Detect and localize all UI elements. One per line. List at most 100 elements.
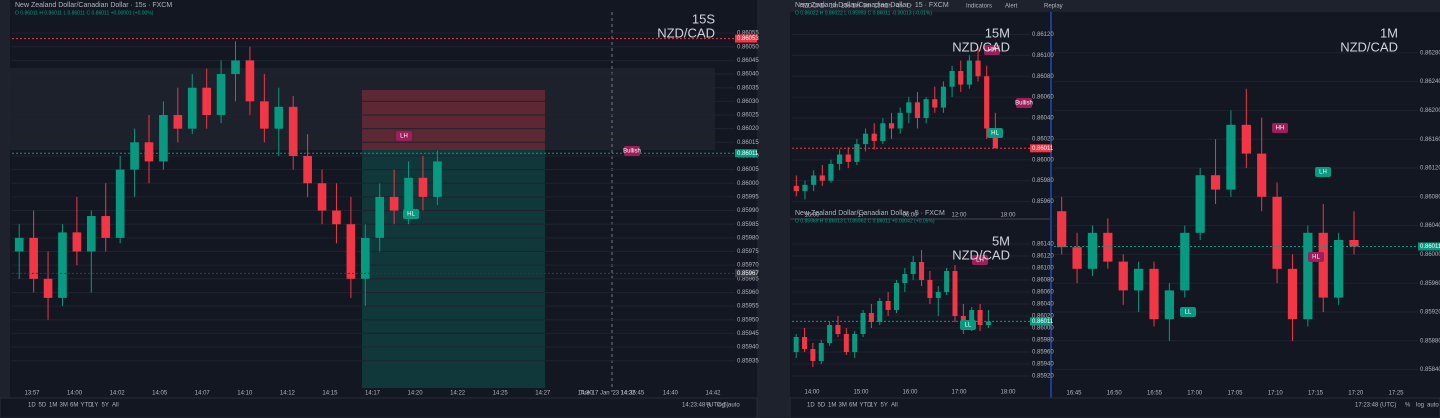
pair-label: NZD/CAD: [1340, 39, 1398, 54]
range-button[interactable]: All: [112, 403, 119, 409]
range-button[interactable]: 3M: [60, 403, 68, 409]
range-button[interactable]: All: [891, 403, 898, 409]
range-button[interactable]: 1Y: [91, 403, 98, 409]
scale-option[interactable]: %: [1405, 403, 1411, 409]
candle-body: [860, 313, 866, 334]
x-tick-label: 18:00: [1000, 390, 1016, 396]
y-tick-label: 0.86000: [737, 181, 759, 187]
y-tick-label: 0.86060: [1032, 290, 1054, 296]
y-tick-label: 0.85945: [737, 331, 759, 337]
timeframe-label: 5M: [992, 233, 1010, 248]
interval-button[interactable]: 1h: [885, 4, 892, 10]
candle-body: [923, 99, 929, 118]
interval-button[interactable]: 5m: [863, 4, 871, 10]
y-tick-label: 0.86055: [737, 31, 759, 37]
scale-option[interactable]: log: [1416, 403, 1424, 409]
y-tick-label: 0.86080: [1420, 194, 1440, 200]
y-tick-label: 0.86100: [1032, 53, 1054, 59]
interval-button[interactable]: D: [907, 4, 912, 10]
range-button[interactable]: 6M: [70, 403, 78, 409]
candle-body: [975, 60, 981, 77]
candle-body: [927, 280, 933, 298]
price-badge: [735, 149, 757, 158]
top-toolbar: [790, 0, 1440, 12]
scale-option[interactable]: log: [717, 403, 725, 409]
annotation-box: [1308, 252, 1324, 262]
y-tick-label: 0.86020: [1032, 136, 1054, 142]
interval-button[interactable]: 1m: [852, 4, 860, 10]
range-button[interactable]: 5D: [818, 403, 826, 409]
annotation-box: [1180, 307, 1196, 317]
candle-body: [159, 115, 168, 162]
candle-body: [854, 144, 860, 162]
candle-body: [910, 262, 916, 274]
range-button[interactable]: 5Y: [102, 403, 109, 409]
candle-body: [897, 112, 903, 129]
tool-button[interactable]: Replay: [1044, 4, 1063, 10]
chart-title: New Zealand Dollar/Canadian Dollar · 15 …: [795, 2, 949, 9]
candle-body: [952, 271, 958, 316]
y-tick-label: 0.86240: [1420, 79, 1440, 85]
price-badge-label: 0.86011: [1032, 146, 1054, 152]
range-button[interactable]: YTD: [81, 403, 94, 409]
interval-button[interactable]: 4h: [896, 4, 903, 10]
candle-body: [144, 142, 154, 162]
candle-body: [935, 292, 941, 298]
range-button[interactable]: 1Y: [870, 403, 877, 409]
candle-body: [906, 102, 912, 113]
candle-body: [1149, 268, 1159, 320]
range-button[interactable]: 5D: [39, 403, 47, 409]
x-tick-label: 14:17: [365, 391, 381, 397]
candle-body: [1272, 196, 1282, 269]
candle-body: [893, 283, 899, 310]
range-button[interactable]: 1M: [828, 403, 836, 409]
price-badge: [1030, 317, 1052, 326]
interval-button[interactable]: 15m: [874, 4, 886, 10]
range-button[interactable]: 1M: [49, 403, 57, 409]
tool-button[interactable]: Indicators: [966, 4, 992, 10]
range-button[interactable]: 1D: [807, 403, 815, 409]
candle-body: [1118, 261, 1128, 291]
candle-body: [1180, 232, 1190, 291]
candle-body: [115, 169, 125, 238]
scale-option[interactable]: %: [706, 403, 712, 409]
tool-button[interactable]: Alert: [1005, 4, 1018, 10]
x-tick-label: 17:25: [1388, 391, 1404, 397]
scale-option[interactable]: auto: [728, 403, 740, 409]
annotation-box: [396, 131, 412, 141]
y-tick-label: 0.86030: [737, 99, 759, 105]
y-tick-label: 0.86280: [1420, 50, 1440, 56]
y-tick-label: 0.85840: [1420, 367, 1440, 373]
y-tick-label: 0.86025: [737, 113, 759, 119]
range-button[interactable]: 5Y: [881, 403, 888, 409]
annotation: Bullish: [1015, 101, 1033, 107]
x-tick-label: 14:12: [280, 391, 296, 397]
cursor-time: Tue 17 Jan '23 14:35:45: [580, 391, 645, 397]
x-tick-label: 14:02: [110, 391, 126, 397]
range-button[interactable]: YTD: [860, 403, 873, 409]
ohlc: O 0.86022 H 0.86022 L 0.85993 C 0.86011 …: [795, 10, 932, 16]
candle-body: [1210, 175, 1221, 190]
range-button[interactable]: 6M: [849, 403, 857, 409]
timeframe-label: 15M: [985, 25, 1010, 40]
candle-body: [43, 278, 53, 298]
candle-body: [827, 325, 833, 343]
price-badge: [1418, 242, 1440, 251]
y-tick-label: 0.86045: [737, 58, 759, 64]
range-button[interactable]: 1D: [28, 403, 36, 409]
interval-button[interactable]: 15s: [841, 4, 851, 10]
scale-option[interactable]: auto: [1427, 403, 1439, 409]
price-badge-label: 0.86011: [1032, 319, 1054, 325]
x-tick-label: 14:00: [67, 391, 83, 397]
range-button[interactable]: 3M: [839, 403, 847, 409]
x-tick-label: 17:20: [1348, 391, 1364, 397]
candle-body: [932, 99, 938, 108]
candle-body: [836, 154, 843, 164]
y-tick-label: 0.86035: [737, 85, 759, 91]
y-tick-label: 0.85940: [737, 345, 759, 351]
interval-button[interactable]: 1m: [830, 4, 838, 10]
candle-body: [260, 101, 269, 129]
target-zone: [362, 150, 545, 388]
